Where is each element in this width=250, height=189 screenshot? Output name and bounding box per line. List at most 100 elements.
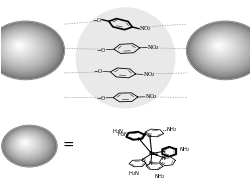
Circle shape xyxy=(7,36,35,58)
Circle shape xyxy=(0,31,46,66)
Circle shape xyxy=(6,128,51,163)
Text: NO$_2$: NO$_2$ xyxy=(138,24,151,33)
Text: $-$O: $-$O xyxy=(92,67,103,75)
Text: $-$O: $-$O xyxy=(96,46,106,54)
Circle shape xyxy=(21,140,29,146)
Text: NO$_2$: NO$_2$ xyxy=(142,70,155,79)
Circle shape xyxy=(9,131,47,160)
Ellipse shape xyxy=(75,7,175,108)
Circle shape xyxy=(196,29,249,69)
Circle shape xyxy=(6,36,37,59)
Circle shape xyxy=(206,36,234,58)
Circle shape xyxy=(192,26,250,73)
Circle shape xyxy=(18,138,33,149)
Circle shape xyxy=(10,132,45,158)
Text: N: N xyxy=(148,161,151,166)
Circle shape xyxy=(198,30,246,67)
Text: $-$O: $-$O xyxy=(91,16,102,24)
Circle shape xyxy=(16,44,22,47)
Circle shape xyxy=(2,125,57,167)
Circle shape xyxy=(212,41,225,51)
Text: NH$_2$: NH$_2$ xyxy=(166,125,177,134)
Circle shape xyxy=(7,129,49,161)
Circle shape xyxy=(194,28,250,70)
Circle shape xyxy=(0,21,64,80)
Circle shape xyxy=(202,33,240,62)
Text: NO$_2$: NO$_2$ xyxy=(146,43,160,52)
Circle shape xyxy=(18,44,20,46)
Circle shape xyxy=(0,26,55,73)
Circle shape xyxy=(16,136,36,151)
Circle shape xyxy=(9,38,32,55)
Circle shape xyxy=(12,40,28,52)
Text: Fe: Fe xyxy=(148,151,155,156)
Circle shape xyxy=(20,139,31,147)
Text: N: N xyxy=(147,133,150,139)
Text: NH$_2$: NH$_2$ xyxy=(154,172,165,181)
Circle shape xyxy=(13,134,40,155)
Circle shape xyxy=(0,25,58,75)
Circle shape xyxy=(214,43,222,49)
Circle shape xyxy=(6,129,50,162)
Text: N: N xyxy=(161,149,164,154)
Circle shape xyxy=(24,142,26,143)
Circle shape xyxy=(4,127,54,164)
Circle shape xyxy=(196,29,248,68)
Circle shape xyxy=(1,32,44,65)
Circle shape xyxy=(5,128,52,163)
Circle shape xyxy=(8,37,34,57)
Circle shape xyxy=(11,40,29,53)
Circle shape xyxy=(191,25,250,74)
Circle shape xyxy=(186,21,250,80)
Circle shape xyxy=(193,27,250,71)
Circle shape xyxy=(4,34,40,61)
Circle shape xyxy=(23,141,26,144)
Text: N: N xyxy=(160,156,164,161)
Circle shape xyxy=(22,141,28,145)
Circle shape xyxy=(19,138,32,148)
Circle shape xyxy=(11,132,44,157)
Circle shape xyxy=(20,139,30,146)
Circle shape xyxy=(3,126,56,166)
Circle shape xyxy=(0,24,60,76)
Circle shape xyxy=(207,37,233,57)
Circle shape xyxy=(216,44,219,46)
Circle shape xyxy=(17,137,35,150)
Text: H$_2$N: H$_2$N xyxy=(127,169,139,178)
Circle shape xyxy=(4,127,54,165)
Text: H$_2$N: H$_2$N xyxy=(116,130,128,139)
Circle shape xyxy=(211,40,226,52)
Circle shape xyxy=(200,32,243,65)
Circle shape xyxy=(18,137,34,150)
Text: =: = xyxy=(62,139,74,153)
Circle shape xyxy=(0,29,49,68)
Circle shape xyxy=(213,42,224,50)
Circle shape xyxy=(0,25,56,74)
Circle shape xyxy=(0,29,50,69)
Text: N: N xyxy=(137,137,140,142)
Circle shape xyxy=(14,42,25,50)
Text: NH$_2$: NH$_2$ xyxy=(178,145,190,154)
Circle shape xyxy=(190,25,250,75)
Circle shape xyxy=(16,43,23,49)
Circle shape xyxy=(0,27,54,71)
Circle shape xyxy=(3,33,41,62)
Circle shape xyxy=(204,35,237,60)
Circle shape xyxy=(210,40,228,53)
Circle shape xyxy=(2,33,43,64)
Circle shape xyxy=(5,35,38,60)
Circle shape xyxy=(14,135,40,154)
Circle shape xyxy=(0,23,61,77)
Text: N: N xyxy=(140,158,144,163)
Circle shape xyxy=(203,34,239,61)
Circle shape xyxy=(0,30,48,67)
Circle shape xyxy=(10,39,31,54)
Circle shape xyxy=(15,135,38,153)
Circle shape xyxy=(12,133,43,156)
Circle shape xyxy=(208,38,231,55)
Text: $-$O: $-$O xyxy=(95,94,106,102)
Circle shape xyxy=(187,22,250,78)
Text: NO$_2$: NO$_2$ xyxy=(144,92,157,101)
Circle shape xyxy=(189,24,250,76)
Circle shape xyxy=(12,133,42,155)
